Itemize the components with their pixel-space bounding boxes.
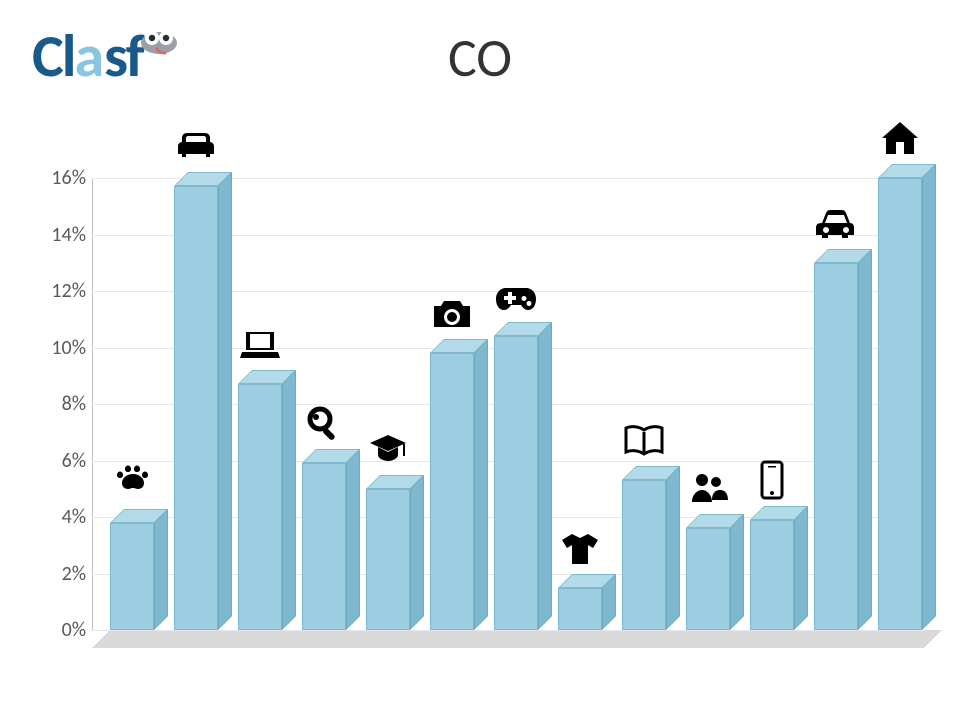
plot-area	[92, 178, 924, 648]
bar-gradcap	[366, 489, 410, 630]
bar-gamepad	[494, 336, 538, 630]
bar-chart: 0%2%4%6%8%10%12%14%16%	[34, 178, 934, 688]
y-tick-label: 10%	[36, 336, 86, 360]
home-icon	[872, 112, 928, 160]
y-tick-label: 16%	[36, 166, 86, 190]
bar-search	[302, 463, 346, 630]
y-tick-label: 4%	[36, 505, 86, 529]
y-tick-label: 0%	[36, 618, 86, 642]
search-icon	[296, 397, 352, 445]
bar-book	[622, 480, 666, 630]
car-icon	[808, 197, 864, 245]
bar-home	[878, 178, 922, 630]
y-tick-label: 12%	[36, 279, 86, 303]
laptop-icon	[232, 318, 288, 366]
phone-icon	[744, 454, 800, 502]
camera-icon	[424, 287, 480, 335]
tshirt-icon	[552, 522, 608, 570]
gradcap-icon	[360, 423, 416, 471]
bar-sofa	[174, 186, 218, 630]
chart-title: CO	[0, 25, 960, 91]
bar-car	[814, 263, 858, 630]
y-tick-label: 8%	[36, 392, 86, 416]
bar-paw	[110, 523, 154, 630]
people-icon	[680, 462, 736, 510]
bar-laptop	[238, 384, 282, 630]
bar-camera	[430, 353, 474, 630]
sofa-icon	[168, 120, 224, 168]
y-tick-label: 6%	[36, 449, 86, 473]
bar-phone	[750, 520, 794, 630]
paw-icon	[104, 457, 160, 505]
bar-people	[686, 528, 730, 630]
gamepad-icon	[488, 270, 544, 318]
y-tick-label: 2%	[36, 562, 86, 586]
y-tick-label: 14%	[36, 223, 86, 247]
chart-floor	[92, 630, 942, 648]
book-icon	[616, 414, 672, 462]
bar-tshirt	[558, 588, 602, 630]
gridline	[92, 630, 924, 631]
